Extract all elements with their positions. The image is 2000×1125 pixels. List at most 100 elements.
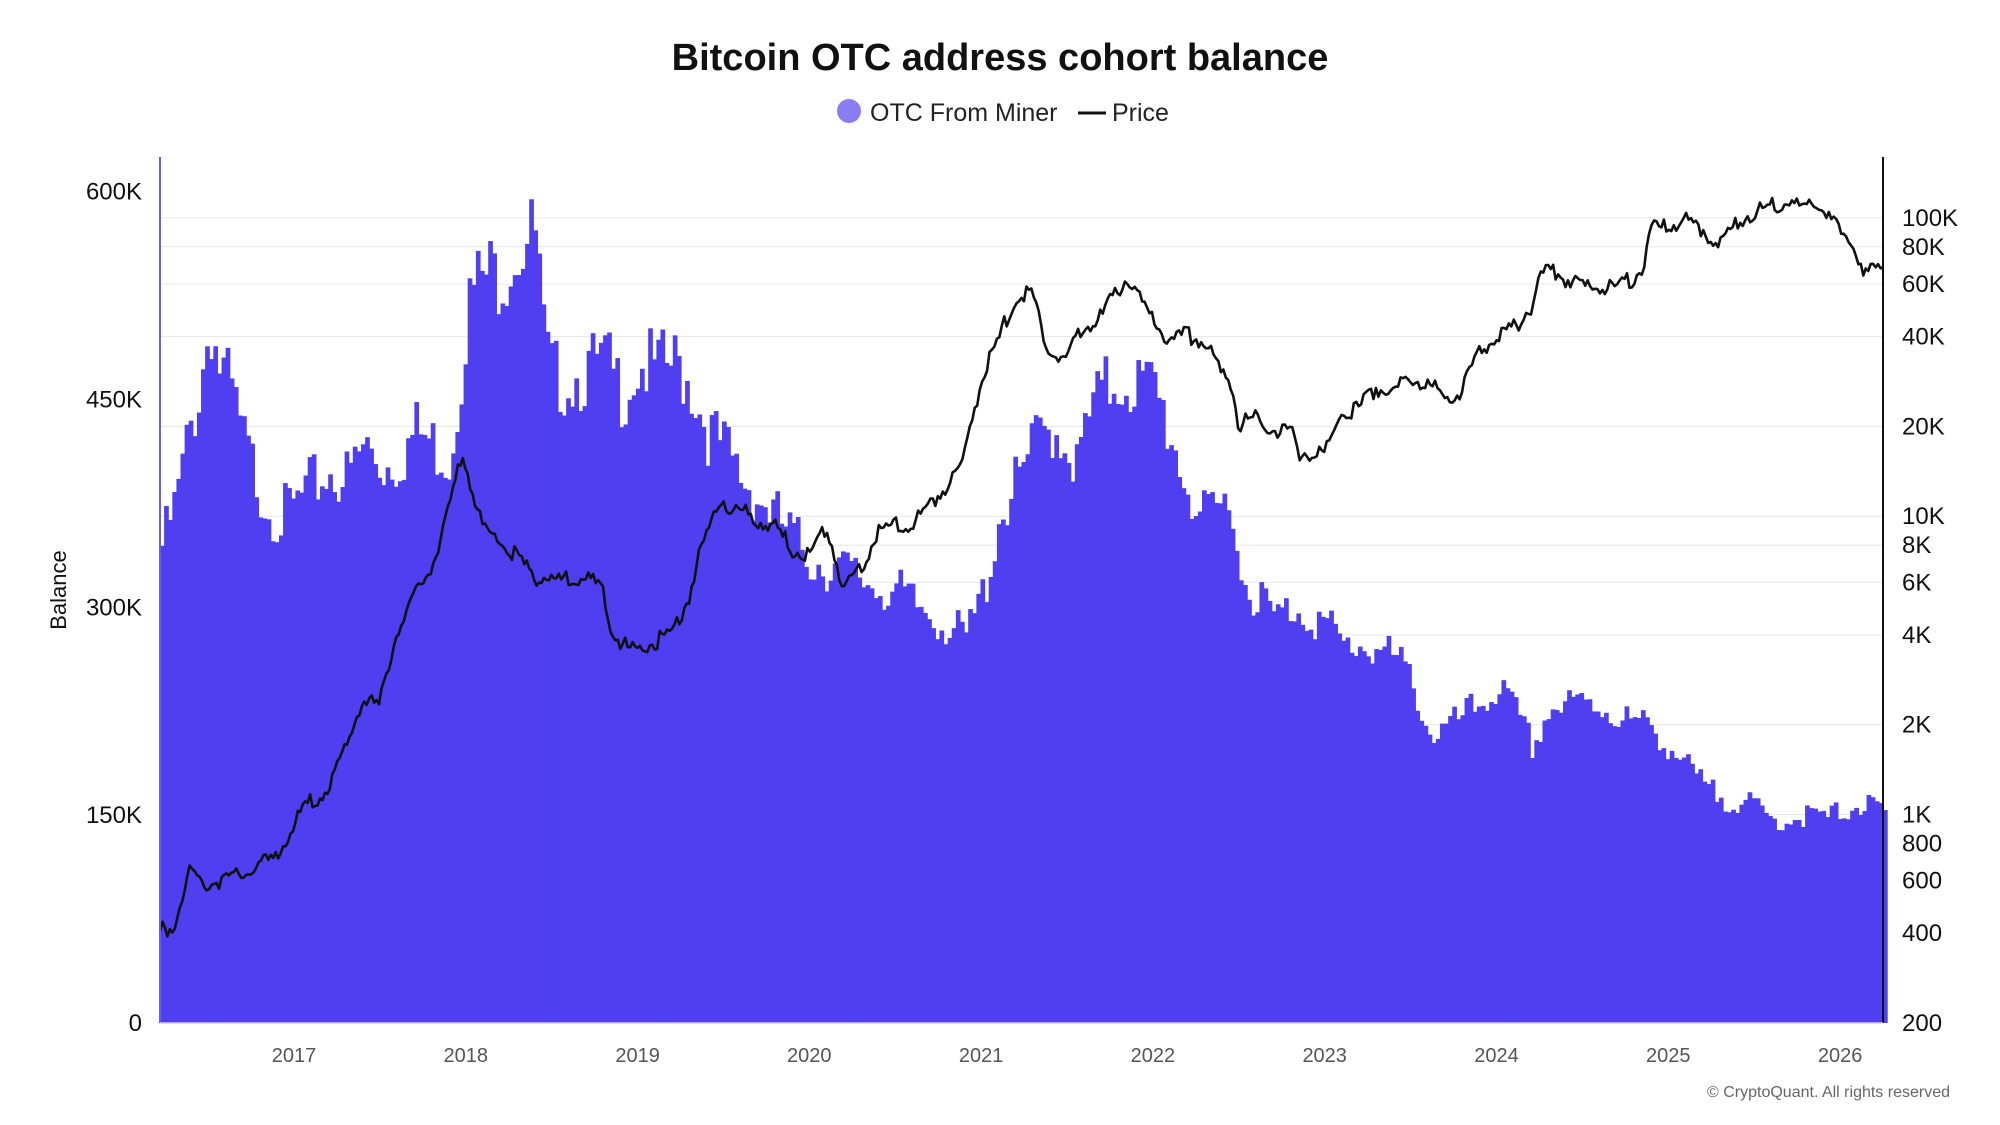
balance-bar xyxy=(1538,741,1544,1023)
balance-bar xyxy=(1874,801,1880,1023)
balance-bar xyxy=(1316,611,1322,1023)
balance-bar xyxy=(1448,715,1453,1023)
balance-bar xyxy=(1583,699,1589,1023)
x-tick-label: 2017 xyxy=(272,1045,317,1067)
balance-bar xyxy=(262,518,268,1023)
balance-bar xyxy=(438,472,444,1023)
x-tick-label: 2022 xyxy=(1131,1045,1176,1067)
balance-bar xyxy=(1878,803,1884,1023)
balance-bar xyxy=(525,243,530,1023)
balance-bar xyxy=(562,415,567,1023)
balance-bar xyxy=(1263,588,1269,1023)
right-tick-label: 200 xyxy=(1902,1010,1942,1037)
right-tick-label: 600 xyxy=(1902,868,1942,895)
balance-bar xyxy=(303,475,309,1024)
balance-bar xyxy=(775,491,781,1024)
balance-bar xyxy=(1136,360,1142,1023)
balance-bar xyxy=(1883,810,1888,1023)
balance-bar xyxy=(1103,356,1109,1023)
balance-bar xyxy=(254,497,260,1023)
balance-bar xyxy=(496,314,502,1023)
balance-bar xyxy=(521,268,526,1023)
balance-bar xyxy=(1616,726,1622,1023)
balance-bar xyxy=(1181,488,1187,1023)
balance-bar xyxy=(783,526,789,1023)
balance-bar xyxy=(1292,621,1297,1023)
balance-bar xyxy=(1345,637,1351,1023)
balance-bar xyxy=(549,343,555,1023)
balance-bar xyxy=(1370,663,1375,1023)
right-tick-label: 20K xyxy=(1902,413,1945,440)
balance-bar xyxy=(976,593,982,1023)
balance-bar xyxy=(1739,804,1745,1023)
balance-bar xyxy=(1546,719,1552,1023)
balance-bar xyxy=(1115,403,1121,1024)
balance-bar xyxy=(168,520,173,1023)
balance-bar xyxy=(533,230,539,1023)
balance-bar xyxy=(1587,699,1593,1023)
balance-bar xyxy=(1521,716,1527,1023)
balance-bar xyxy=(754,504,760,1023)
legend-label-otc-from-miner[interactable]: OTC From Miner xyxy=(870,99,1058,127)
balance-bar xyxy=(955,610,961,1023)
balance-bar xyxy=(1772,818,1777,1023)
balance-bar xyxy=(1140,370,1146,1023)
x-tick-label: 2020 xyxy=(787,1045,832,1067)
balance-bar xyxy=(865,585,871,1023)
balance-bar xyxy=(504,305,510,1023)
legend-label-price[interactable]: Price xyxy=(1112,99,1169,127)
balance-bar xyxy=(1460,715,1466,1023)
balance-bar xyxy=(1189,518,1195,1023)
balance-bar xyxy=(1152,372,1158,1023)
balance-bar xyxy=(722,421,727,1023)
balance-bar xyxy=(1710,779,1716,1023)
balance-bar xyxy=(1751,798,1757,1023)
balance-bar xyxy=(1214,502,1220,1023)
balance-bar xyxy=(681,403,686,1023)
balance-bar xyxy=(1279,607,1285,1023)
balance-bar xyxy=(274,542,280,1023)
balance-bar xyxy=(1632,717,1638,1023)
balance-bar xyxy=(631,395,637,1023)
balance-bar xyxy=(857,577,863,1023)
credit-text: © CryptoQuant. All rights reserved xyxy=(1707,1084,1950,1101)
balance-bar xyxy=(250,443,255,1023)
balance-bar xyxy=(459,404,465,1023)
balance-bar xyxy=(402,479,407,1023)
balance-bar xyxy=(1681,757,1687,1023)
balance-bar xyxy=(393,486,399,1023)
balance-bar xyxy=(594,353,600,1023)
balance-bar xyxy=(742,488,748,1023)
right-tick-label: 40K xyxy=(1902,324,1945,351)
balance-bar xyxy=(451,453,456,1023)
balance-bar xyxy=(410,434,415,1023)
balance-bar xyxy=(570,406,575,1024)
left-tick-label: 450K xyxy=(86,387,142,414)
balance-bar xyxy=(479,270,485,1023)
balance-bar xyxy=(233,387,239,1023)
balance-bar xyxy=(1091,392,1096,1023)
balance-bar xyxy=(1173,450,1178,1023)
balance-bar xyxy=(1563,701,1568,1023)
balance-bar xyxy=(964,632,969,1023)
balance-bar xyxy=(176,478,182,1023)
balance-bar xyxy=(1784,823,1790,1023)
balance-bar xyxy=(1841,818,1847,1023)
right-tick-label: 6K xyxy=(1902,569,1931,596)
balance-bar xyxy=(1009,498,1014,1023)
balance-bar xyxy=(266,519,272,1023)
balance-bar xyxy=(1759,805,1765,1023)
balance-bar xyxy=(1858,815,1864,1023)
balance-bar xyxy=(1185,494,1191,1023)
balance-bar xyxy=(237,415,243,1023)
balance-bar xyxy=(315,499,321,1023)
balance-bar xyxy=(1382,646,1388,1023)
balance-bar xyxy=(180,453,186,1024)
balance-bar xyxy=(1846,819,1851,1023)
balance-bar xyxy=(1550,709,1556,1023)
balance-bar xyxy=(656,339,662,1024)
balance-bar xyxy=(804,567,809,1023)
balance-bar xyxy=(172,492,178,1023)
balance-bar xyxy=(943,644,949,1023)
